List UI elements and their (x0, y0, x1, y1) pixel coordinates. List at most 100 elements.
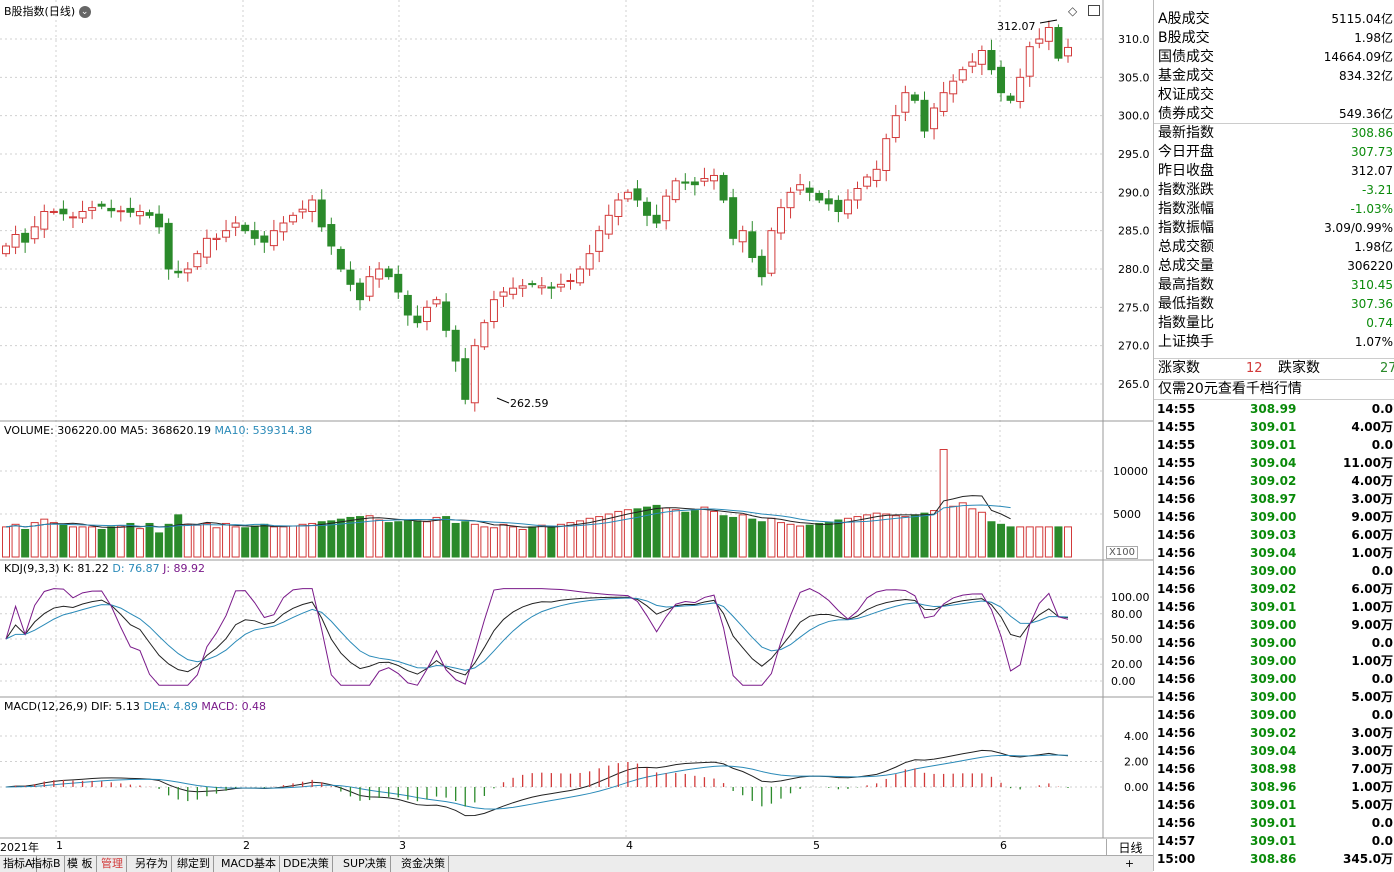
bottom-tab[interactable]: 模 板 (64, 856, 97, 872)
candle-body (336, 248, 345, 270)
candle-body (413, 315, 422, 324)
bottom-tab[interactable]: 绑定到 (174, 856, 214, 872)
add-tab-button[interactable]: + (1124, 857, 1135, 870)
bottom-tab[interactable]: 指标A (0, 856, 37, 872)
chevron-down-icon[interactable]: ⌄ (78, 6, 91, 18)
stat-row: 昨日收盘 312.07 (1154, 162, 1394, 181)
high-arrow (1039, 19, 1058, 24)
tick-time: 14:56 (1157, 762, 1196, 776)
candle-body (461, 358, 470, 400)
volume-bar (671, 509, 680, 558)
kdj-k-line (5, 596, 1069, 676)
tick-price: 309.01 (1250, 420, 1297, 434)
volume-ma10: MA10: 539314.38 (214, 424, 313, 437)
tick-volume: 5.00万 (1351, 690, 1393, 704)
volume-bar (891, 515, 900, 558)
stat-value: 307.73 (1351, 145, 1393, 159)
volume-bar (346, 516, 355, 558)
volume-bar (977, 511, 986, 558)
candle-body (748, 231, 757, 258)
candle-body (394, 273, 403, 293)
candle-body (40, 211, 49, 230)
candle-body (518, 285, 527, 289)
month-label: 3 (399, 839, 406, 852)
tick-price: 309.00 (1250, 510, 1297, 524)
tick-price: 309.01 (1250, 798, 1297, 812)
volume-bar (949, 505, 958, 558)
stat-row: 指数涨幅 -1.03% (1154, 200, 1394, 219)
bottom-tab[interactable]: 另存为 (132, 856, 172, 872)
tick-volume: 4.00万 (1351, 474, 1393, 488)
stat-label: 指数振幅 (1158, 220, 1214, 236)
tick-volume: 345.0万 (1343, 852, 1393, 866)
bottom-tab[interactable]: 管理 (98, 856, 127, 872)
candle-body (652, 214, 661, 224)
volume-bar (107, 526, 116, 558)
tick-price: 309.01 (1250, 600, 1297, 614)
price-tick-label: 275.0 (1118, 301, 1150, 314)
candle-body (68, 216, 77, 219)
candle-body (480, 322, 489, 348)
promo-link[interactable]: 仅需20元查看千档行情 (1154, 379, 1394, 400)
candle-body (432, 299, 441, 305)
volume-bar (585, 517, 594, 558)
volume-tick-label: 10000 (1113, 465, 1148, 478)
volume-bar (365, 515, 374, 558)
down-count-label: 跌家数 (1278, 360, 1320, 376)
volume-bar (1054, 526, 1063, 558)
tick-time: 14:56 (1157, 510, 1196, 524)
tick-time: 14:56 (1157, 690, 1196, 704)
candle-body (260, 235, 269, 243)
down-count: 27 (1380, 361, 1394, 376)
bottom-tab[interactable]: SUP决策 (340, 856, 391, 872)
window-toggle-icon[interactable] (1088, 5, 1100, 16)
candle-body (633, 188, 642, 201)
diamond-icon[interactable]: ◇ (1068, 4, 1078, 18)
macd-label: MACD(12,26,9) (4, 700, 88, 713)
tick-row: 14:55 308.99 0.0 (1154, 400, 1394, 418)
candle-body (738, 230, 747, 243)
candle-body (298, 208, 307, 213)
period-button[interactable]: 日线 (1106, 839, 1154, 855)
stat-row: A股成交 5115.04亿 (1154, 10, 1394, 29)
candle-body (566, 280, 575, 282)
tick-row: 14:56 309.00 0.0 (1154, 670, 1394, 688)
candle-body (882, 138, 891, 171)
kline-chart-area[interactable]: 310.0 305.0 300.0 295.0 290.0 285.0 280.0 275.0… (0, 0, 1153, 855)
up-count-label: 涨家数 (1158, 360, 1200, 376)
tick-volume: 6.00万 (1351, 582, 1393, 596)
kdj-tick-label: 20.00 (1111, 658, 1143, 671)
price-tick-label: 305.0 (1118, 71, 1150, 84)
candle-body (1054, 27, 1063, 59)
volume-bar (499, 523, 508, 558)
tick-price: 309.03 (1250, 528, 1297, 542)
tick-volume: 0.0 (1371, 708, 1393, 722)
bottom-tab[interactable]: DDE决策 (280, 856, 333, 872)
volume-bar (88, 526, 97, 558)
stat-value: 1.98亿 (1354, 31, 1393, 45)
stat-value: 834.32亿 (1339, 69, 1393, 83)
stat-value: 310.45 (1351, 278, 1393, 292)
volume-bar (547, 526, 556, 558)
bottom-tab[interactable]: MACD基本 (218, 856, 280, 872)
stat-row: 今日开盘 307.73 (1154, 143, 1394, 162)
volume-bar (97, 528, 106, 558)
kline-chart-svg[interactable]: 310.0 305.0 300.0 295.0 290.0 285.0 280.0 275.0… (0, 0, 1153, 855)
macd-tick-label: 0.00 (1124, 781, 1149, 794)
stat-row: 指数振幅 3.09/0.99% (1154, 219, 1394, 238)
tick-row: 14:55 309.01 4.00万 (1154, 418, 1394, 436)
volume-bar (939, 449, 948, 558)
candle-body (824, 198, 833, 205)
candle-body (365, 276, 374, 297)
stat-label: 上证换手 (1158, 334, 1214, 350)
stat-label: 指数涨幅 (1158, 201, 1214, 217)
stat-label: 债券成交 (1158, 106, 1214, 122)
bottom-tab[interactable]: 指标B (28, 856, 65, 872)
tick-price: 309.02 (1250, 474, 1297, 488)
tick-time: 14:56 (1157, 798, 1196, 812)
kdj-d-line (5, 597, 1069, 671)
volume-bar (643, 506, 652, 558)
tick-volume: 3.00万 (1351, 726, 1393, 740)
candle-body (269, 230, 278, 247)
bottom-tab[interactable]: 资金决策 (398, 856, 449, 872)
